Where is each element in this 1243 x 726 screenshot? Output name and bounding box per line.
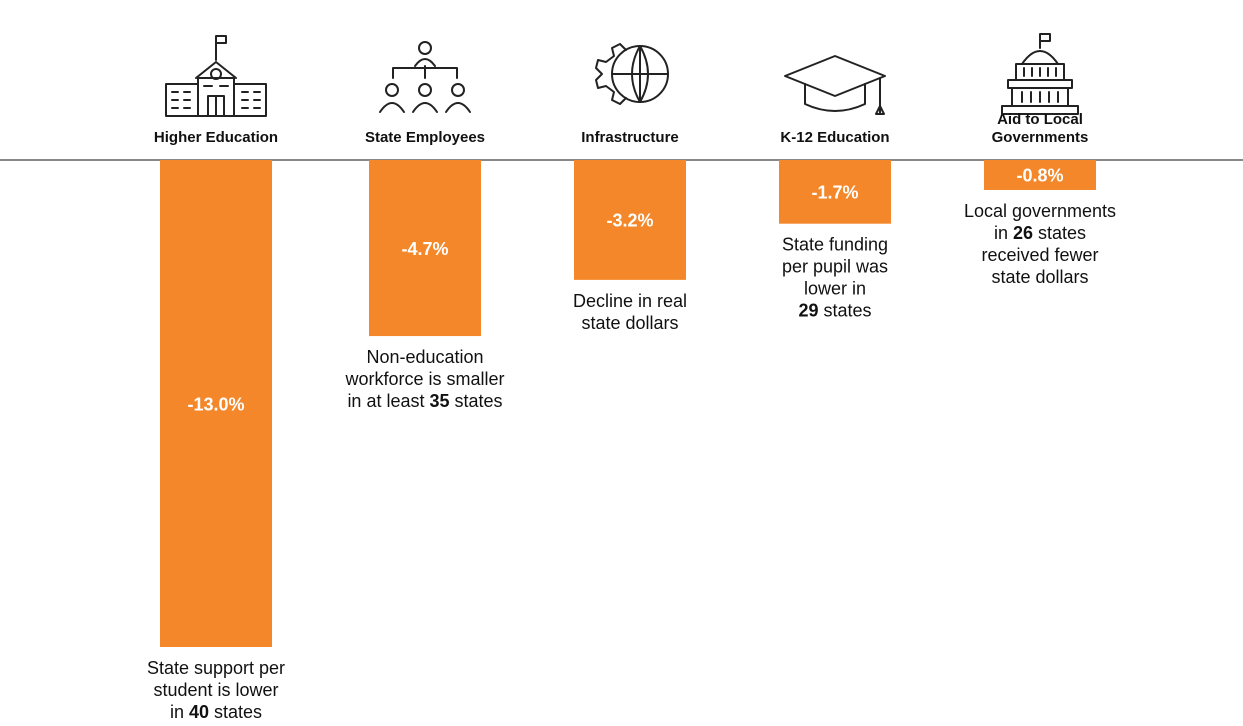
annotation-text: in bbox=[170, 702, 189, 722]
annotation-text: received fewer bbox=[981, 245, 1098, 265]
annotation: Decline in real state dollars bbox=[573, 291, 687, 333]
annotation-text: student is lower bbox=[153, 680, 278, 700]
value-label: -1.7% bbox=[811, 183, 858, 203]
annotation: Non-education workforce is smaller in at l… bbox=[344, 347, 504, 411]
bar bbox=[779, 160, 891, 224]
annotation: State support per student is lower in 40 s… bbox=[147, 658, 285, 722]
icon-infrastructure bbox=[595, 43, 669, 105]
annotation-text: states bbox=[450, 391, 503, 411]
bar bbox=[160, 160, 272, 647]
annotation-text: 26 bbox=[1013, 223, 1033, 243]
icon-school bbox=[165, 35, 267, 117]
category-label: Higher Education bbox=[154, 129, 278, 146]
annotation-text: Local governments bbox=[964, 201, 1116, 221]
annotation-text: 29 bbox=[798, 300, 818, 320]
value-label: -0.8% bbox=[1016, 166, 1063, 186]
annotation-text: states bbox=[209, 702, 262, 722]
value-label: -13.0% bbox=[187, 394, 244, 414]
annotation: State funding per pupil was lower in 29 sta… bbox=[782, 234, 888, 320]
icon-graduation bbox=[784, 55, 886, 115]
category-label: Aid to Local Governments bbox=[992, 111, 1089, 146]
bar bbox=[574, 160, 686, 280]
category-label: Infrastructure bbox=[581, 129, 679, 146]
annotation: Local governments in 26 states received fe… bbox=[964, 201, 1116, 287]
annotation-text: state dollars bbox=[581, 313, 678, 333]
bar bbox=[984, 160, 1096, 190]
bar bbox=[369, 160, 481, 337]
annotation-text: State funding bbox=[782, 234, 888, 254]
annotation-text: per pupil was bbox=[782, 256, 888, 276]
annotation-text: in bbox=[994, 223, 1013, 243]
icon-capitol bbox=[1001, 33, 1079, 115]
value-label: -3.2% bbox=[606, 211, 653, 231]
annotation-text: State support per bbox=[147, 658, 285, 678]
annotation-text: workforce is smaller bbox=[344, 369, 504, 389]
category-label: State Employees bbox=[365, 129, 485, 146]
annotation-text: state dollars bbox=[991, 267, 1088, 287]
icon-employees bbox=[379, 41, 471, 113]
annotation-text: states bbox=[819, 300, 872, 320]
category-label-line: Aid to Local bbox=[997, 111, 1083, 128]
annotation-text: 40 bbox=[189, 702, 209, 722]
category-label: K-12 Education bbox=[780, 129, 889, 146]
annotation-text: states bbox=[1033, 223, 1086, 243]
annotation-text: in at least bbox=[347, 391, 429, 411]
category-label-line: Governments bbox=[992, 129, 1089, 146]
value-label: -4.7% bbox=[401, 239, 448, 259]
annotation-text: 35 bbox=[429, 391, 449, 411]
annotation-text: lower in bbox=[804, 278, 866, 298]
annotation-text: Decline in real bbox=[573, 291, 687, 311]
annotation-text: Non-education bbox=[366, 347, 483, 367]
